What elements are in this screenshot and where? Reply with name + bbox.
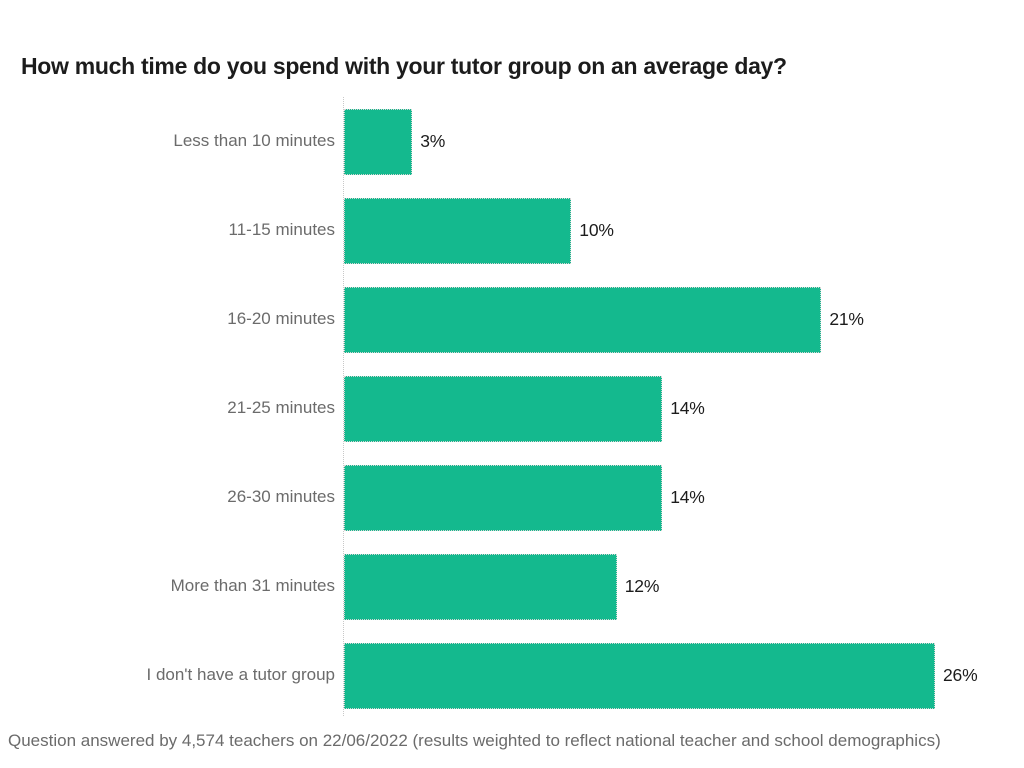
bar-track: 3% (344, 108, 1024, 175)
bar-track: 21% (344, 286, 1024, 353)
bar (344, 197, 572, 264)
bar (344, 642, 935, 709)
category-label: More than 31 minutes (170, 576, 335, 596)
bar (344, 375, 663, 442)
bar (344, 464, 663, 531)
value-label: 3% (420, 131, 446, 151)
bar-track: 14% (344, 375, 1024, 442)
bar (344, 553, 617, 620)
category-label: 16-20 minutes (227, 309, 335, 329)
bar-track: 10% (344, 197, 1024, 264)
value-label: 10% (579, 220, 614, 240)
bar-row: More than 31 minutes 12% (0, 542, 1024, 631)
category-label: 26-30 minutes (227, 487, 335, 507)
bar-row: 11-15 minutes 10% (0, 186, 1024, 275)
category-label: 11-15 minutes (228, 220, 335, 240)
footnote: Question answered by 4,574 teachers on 2… (8, 731, 941, 750)
chart-title: How much time do you spend with your tut… (21, 53, 787, 79)
bar-track: 12% (344, 553, 1024, 620)
value-label: 14% (670, 487, 705, 507)
bar-row: Less than 10 minutes 3% (0, 97, 1024, 186)
value-label: 14% (670, 398, 705, 418)
axis-line (343, 97, 344, 716)
value-label: 26% (943, 665, 978, 685)
bar (344, 108, 413, 175)
category-label: 21-25 minutes (227, 398, 335, 418)
bar-row: 16-20 minutes 21% (0, 275, 1024, 364)
bar-track: 14% (344, 464, 1024, 531)
bar-chart: Less than 10 minutes 3% 11-15 minutes 10… (0, 97, 1024, 720)
bar-row: 21-25 minutes 14% (0, 364, 1024, 453)
value-label: 21% (829, 309, 864, 329)
bar (344, 286, 822, 353)
value-label: 12% (624, 576, 660, 596)
bar-row: I don't have a tutor group 26% (0, 631, 1024, 720)
category-label: Less than 10 minutes (173, 131, 335, 151)
category-label: I don't have a tutor group (146, 665, 336, 685)
bar-row: 26-30 minutes 14% (0, 453, 1024, 542)
bar-track: 26% (344, 642, 1024, 709)
